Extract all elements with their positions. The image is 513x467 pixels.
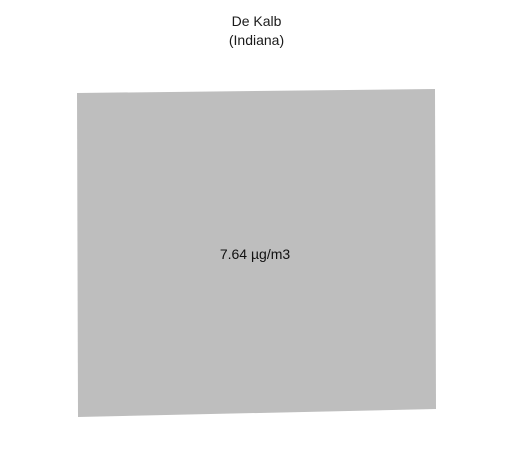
county-region[interactable] bbox=[77, 89, 436, 417]
county-name: De Kalb bbox=[231, 13, 282, 29]
pollution-value-label: 7.64 µg/m3 bbox=[220, 246, 291, 262]
map-title: De Kalb (Indiana) bbox=[0, 12, 513, 50]
state-name: (Indiana) bbox=[228, 32, 285, 48]
